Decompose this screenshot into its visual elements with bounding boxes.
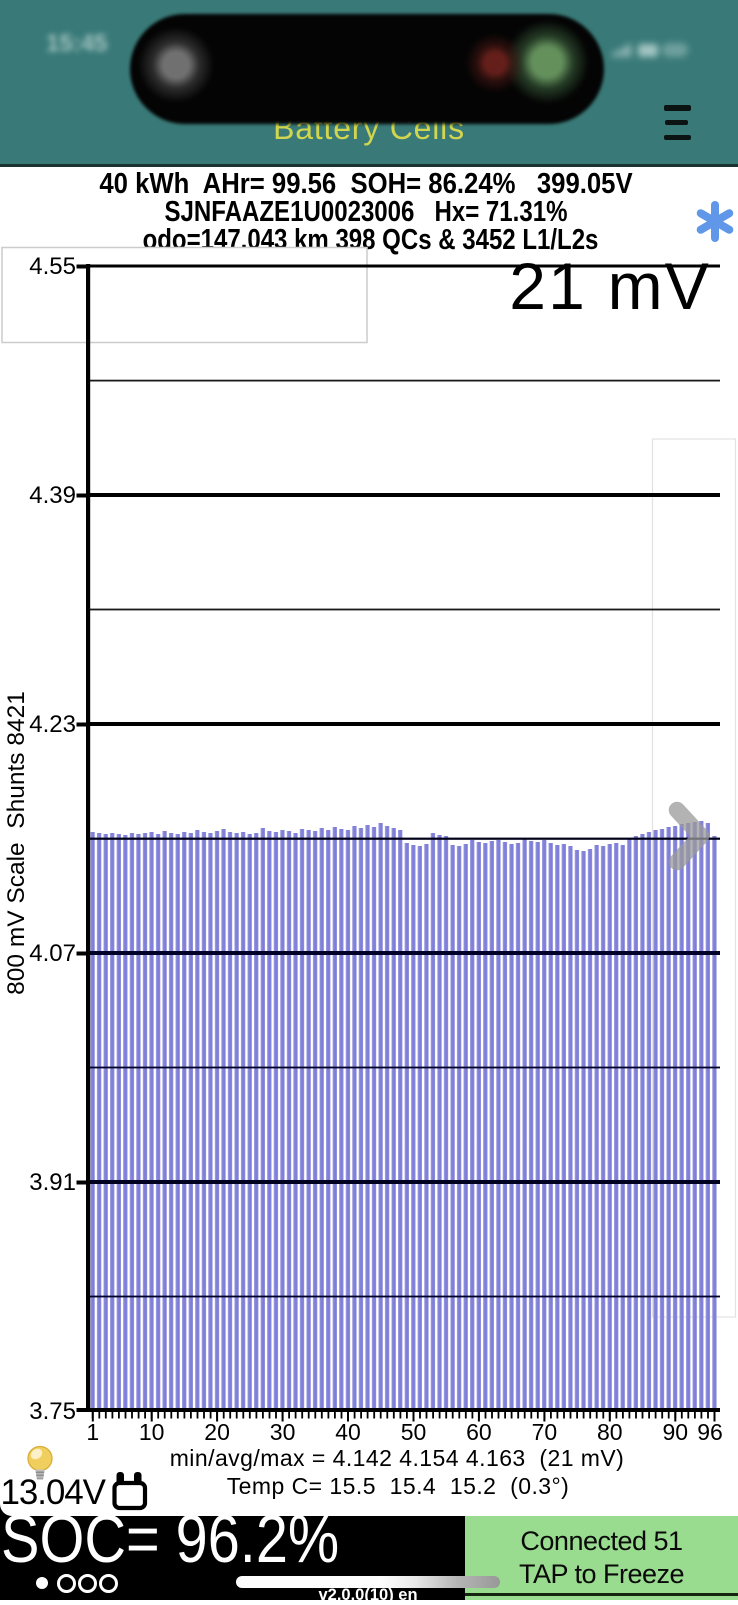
svg-text:4.07: 4.07	[29, 940, 76, 967]
svg-text:30: 30	[270, 1419, 296, 1445]
svg-text:50: 50	[401, 1419, 427, 1445]
svg-text:60: 60	[466, 1419, 492, 1445]
svg-text:40: 40	[335, 1419, 361, 1445]
svg-text:4.39: 4.39	[29, 482, 76, 509]
svg-text:1: 1	[86, 1419, 99, 1445]
svg-text:20: 20	[204, 1419, 230, 1445]
svg-text:10: 10	[139, 1419, 165, 1445]
svg-text:96: 96	[697, 1419, 723, 1445]
svg-text:800 mV Scale Shunts 8421: 800 mV Scale Shunts 8421	[3, 691, 30, 995]
svg-text:3.91: 3.91	[29, 1169, 76, 1196]
svg-text:70: 70	[532, 1419, 558, 1445]
svg-text:90: 90	[663, 1419, 689, 1445]
svg-text:3.75: 3.75	[29, 1398, 76, 1425]
svg-text:80: 80	[597, 1419, 623, 1445]
svg-text:4.55: 4.55	[29, 253, 76, 280]
svg-text:4.23: 4.23	[29, 711, 76, 738]
